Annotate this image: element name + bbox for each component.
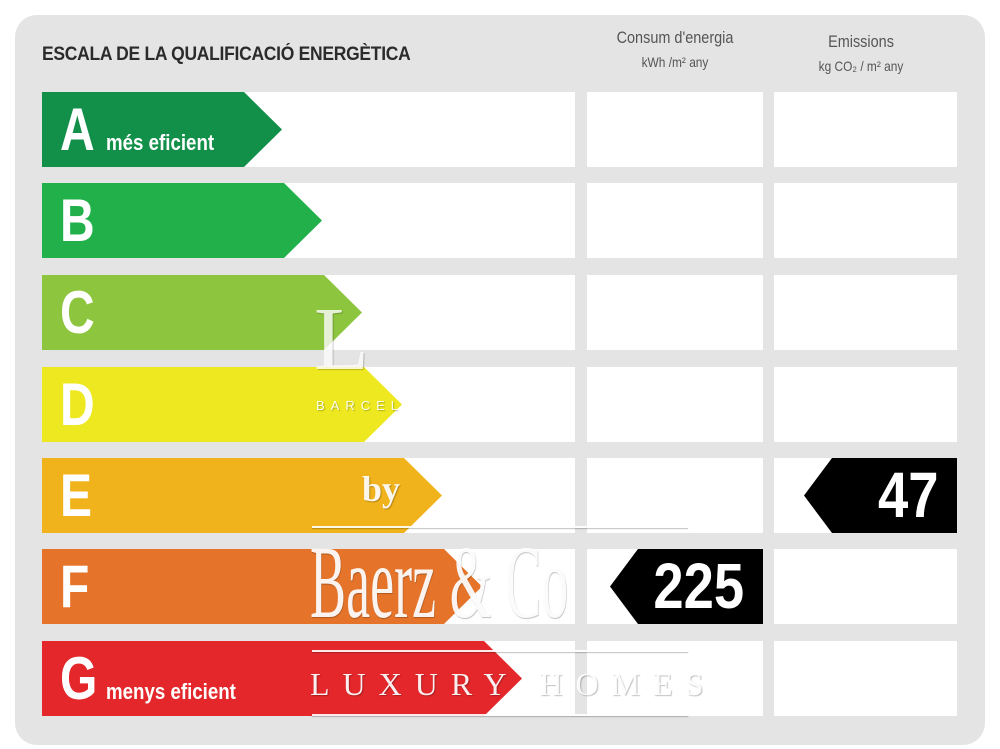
emissions-cell: [774, 367, 957, 442]
class-description: més eficient: [106, 130, 215, 155]
watermark-brand: Baerz & Co: [310, 525, 569, 640]
emissions-header: Emissions kg CO₂ / m² any: [782, 30, 940, 78]
emissions-cell: [774, 549, 957, 624]
class-description: menys eficient: [106, 679, 236, 704]
emissions-cell: [774, 275, 957, 350]
label-title: ESCALA DE LA QUALIFICACIÓ ENERGÈTICA: [42, 44, 411, 65]
consumption-cell: [587, 275, 763, 350]
watermark-rule: [312, 650, 688, 652]
consumption-value: 225: [653, 550, 745, 622]
emissions-cell: [774, 183, 957, 258]
consumption-cell: [587, 92, 763, 167]
class-arrow-d: D: [42, 367, 402, 442]
watermark-by: by: [362, 469, 401, 509]
class-letter: D: [60, 371, 95, 438]
class-letter: A: [60, 96, 95, 163]
class-letter: B: [60, 187, 95, 254]
class-letter: F: [60, 553, 90, 620]
consumption-cell: [587, 367, 763, 442]
consumption-label: Consum d'energia: [616, 28, 734, 47]
class-arrow-e: E: [42, 458, 442, 533]
emissions-rating-indicator: 47: [804, 458, 957, 533]
consumption-header: Consum d'energia kWh /m² any: [596, 26, 754, 74]
watermark-tagline: LUXURY HOMES: [310, 666, 717, 702]
emissions-unit: kg CO₂ / m² any: [818, 58, 904, 74]
emissions-cell: [774, 641, 957, 716]
consumption-cell: [587, 458, 763, 533]
consumption-unit: kWh /m² any: [641, 54, 709, 70]
emissions-value: 47: [877, 459, 939, 531]
watermark-rule: [312, 714, 688, 716]
watermark-faint-sub: BARCEL: [316, 398, 405, 413]
consumption-cell: [587, 641, 763, 716]
class-letter: C: [60, 279, 95, 346]
class-letter: E: [60, 462, 93, 529]
emissions-label: Emissions: [828, 32, 894, 51]
class-letter: G: [60, 645, 98, 712]
class-arrow-c: C: [42, 275, 362, 350]
consumption-rating-indicator: 225: [610, 549, 763, 624]
emissions-cell: [774, 92, 957, 167]
watermark-rule: [312, 526, 688, 528]
class-arrow-b: B: [42, 183, 322, 258]
consumption-cell: [587, 183, 763, 258]
watermark-faint-logo: L: [314, 290, 369, 389]
class-arrow-f: F: [42, 549, 482, 624]
